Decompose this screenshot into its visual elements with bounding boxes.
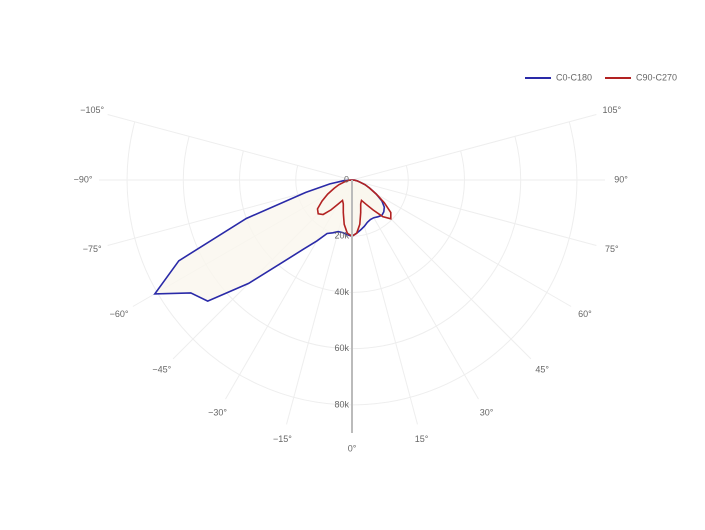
angular-tick-label: 75°: [605, 244, 619, 254]
angular-tick-label: −90°: [74, 174, 93, 184]
grid-spoke: [107, 114, 353, 181]
legend-label: C0-C180: [556, 72, 592, 82]
angular-tick-label: 15°: [415, 434, 429, 444]
series-area: [317, 180, 391, 237]
radial-tick-label: 20k: [334, 231, 349, 241]
angular-tick-label: 30°: [480, 407, 494, 417]
angular-tick-label: 45°: [535, 365, 549, 375]
legend-label: C90-C270: [636, 72, 677, 82]
grid-spoke: [351, 114, 597, 181]
grid-spoke: [351, 179, 597, 246]
radial-tick-label: 60k: [334, 343, 349, 353]
angular-tick-label: 0°: [348, 443, 357, 453]
grid-spoke: [351, 179, 572, 307]
radial-tick-label: 40k: [334, 287, 349, 297]
angular-tick-label: −15°: [273, 434, 292, 444]
angular-tick-label: −105°: [80, 105, 104, 115]
angular-tick-label: −45°: [152, 365, 171, 375]
angular-tick-label: −60°: [110, 309, 129, 319]
angular-tick-label: −30°: [208, 407, 227, 417]
angular-tick-label: 60°: [578, 309, 592, 319]
angular-tick-label: 90°: [614, 174, 628, 184]
angular-tick-label: 105°: [603, 105, 622, 115]
radial-tick-label: 0: [344, 174, 349, 184]
angular-tick-label: −75°: [83, 244, 102, 254]
radial-tick-label: 80k: [334, 399, 349, 409]
